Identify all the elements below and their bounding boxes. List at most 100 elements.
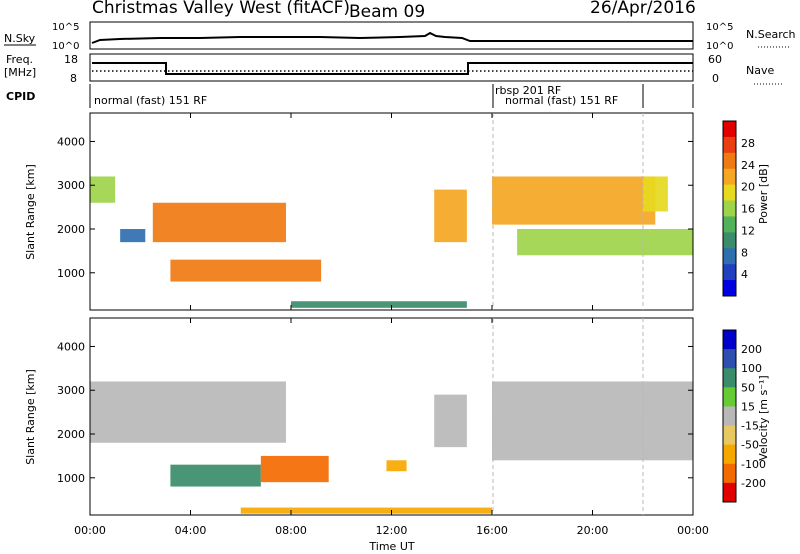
power-colorbar-swatch bbox=[723, 136, 736, 154]
cpid-segment-3: normal (fast) 151 RF bbox=[505, 94, 618, 107]
power-colorbar-swatch bbox=[723, 200, 736, 217]
power-colorbar-swatch bbox=[723, 264, 736, 281]
nsky-trace bbox=[91, 31, 693, 44]
y-tick-label: 4000 bbox=[57, 135, 85, 148]
power-colorbar: 28 24 20 16 12 8 4 bbox=[722, 120, 755, 297]
velocity-echo-region-3 bbox=[260, 455, 329, 483]
cpid-segment-1: normal (fast) 151 RF bbox=[94, 94, 207, 107]
power-colorbar-tick-label: 4 bbox=[741, 268, 748, 281]
power-colorbar-swatch bbox=[723, 248, 736, 265]
velocity-colorbar-tick-label: 15 bbox=[741, 400, 755, 413]
power-colorbar-tick-label: 24 bbox=[741, 159, 755, 172]
velocity-panel: 1000 2000 3000 4000 Slant Range [km] bbox=[24, 317, 694, 516]
velocity-colorbar-tick-label: 50 bbox=[741, 381, 755, 394]
power-echo-region-9 bbox=[291, 301, 467, 308]
velocity-colorbar-swatch bbox=[723, 463, 736, 484]
power-echo-region-1 bbox=[152, 202, 286, 243]
nsearch-tick-top: 10^5 bbox=[706, 22, 733, 33]
velocity-colorbar-swatch bbox=[723, 425, 736, 446]
velocity-echo-region-1 bbox=[90, 381, 286, 443]
velocity-y-axis-label: Slant Range [km] bbox=[24, 369, 37, 465]
power-echo-region-7 bbox=[517, 229, 693, 256]
beam-label: Beam 09 bbox=[349, 2, 425, 22]
velocity-echo-region-2 bbox=[170, 464, 261, 487]
nsky-label: N.Sky bbox=[4, 32, 36, 45]
velocity-colorbar-swatch bbox=[723, 387, 736, 407]
cpid-segment-2: rbsp 201 RF bbox=[495, 84, 561, 97]
velocity-colorbar-label: Velocity [m s⁻¹] bbox=[757, 375, 770, 460]
x-tick-label: 20:00 bbox=[577, 524, 609, 537]
x-tick-label: 16:00 bbox=[476, 524, 508, 537]
nsky-tick-top: 10^5 bbox=[52, 22, 79, 33]
time-x-ticks: 00:00 04:00 08:00 12:00 16:00 20:00 00:00 bbox=[74, 113, 709, 537]
power-colorbar-swatch bbox=[723, 152, 736, 170]
velocity-colorbar-swatch bbox=[723, 349, 736, 369]
velocity-echo-region-6 bbox=[386, 460, 407, 472]
freq-tick-top: 18 bbox=[64, 53, 78, 66]
x-tick-label: 00:00 bbox=[677, 524, 709, 537]
power-echo-region-5 bbox=[434, 189, 467, 243]
velocity-echo-region-5 bbox=[492, 381, 693, 461]
power-panel: 1000 2000 3000 4000 Slant Range [km] bbox=[24, 112, 694, 311]
velocity-colorbar-tick-label: -200 bbox=[741, 477, 766, 490]
velocity-colorbar-tick-label: -100 bbox=[741, 458, 766, 471]
y-tick-label: 1000 bbox=[57, 267, 85, 280]
freq-tick-bottom: 8 bbox=[70, 72, 77, 85]
velocity-colorbar-swatch bbox=[723, 444, 736, 465]
velocity-colorbar-tick-label: -50 bbox=[741, 439, 759, 452]
x-tick-label: 00:00 bbox=[74, 524, 106, 537]
nsearch-label: N.Search bbox=[746, 28, 796, 41]
freq-trace bbox=[92, 62, 693, 75]
y-tick-label: 1000 bbox=[57, 472, 85, 485]
freq-label-2: [MHz] bbox=[4, 66, 36, 79]
x-tick-label: 08:00 bbox=[275, 524, 307, 537]
velocity-colorbar-swatch bbox=[723, 368, 736, 388]
power-colorbar-frame bbox=[722, 120, 737, 297]
x-axis-label: Time UT bbox=[368, 540, 414, 553]
power-colorbar-tick-label: 20 bbox=[741, 181, 755, 194]
velocity-colorbar-tick-label: 100 bbox=[741, 362, 762, 375]
nsky-panel: N.Sky 10^5 10^0 10^5 10^0 N.Search bbox=[4, 21, 796, 52]
power-colorbar-swatch bbox=[723, 168, 736, 186]
cpid-panel: CPID normal (fast) 151 RF rbsp 201 RF no… bbox=[6, 84, 694, 108]
power-echo-region-4 bbox=[120, 229, 146, 243]
power-colorbar-tick-label: 28 bbox=[741, 137, 755, 150]
y-tick-label: 2000 bbox=[57, 428, 85, 441]
power-colorbar-label: Power [dB] bbox=[757, 164, 770, 224]
power-heatmap bbox=[90, 176, 693, 308]
velocity-colorbar-swatch bbox=[723, 330, 736, 350]
x-tick-label: 12:00 bbox=[376, 524, 408, 537]
velocity-y-ticks: 1000 2000 3000 4000 bbox=[57, 340, 693, 485]
velocity-heatmap bbox=[90, 381, 693, 514]
y-tick-label: 3000 bbox=[57, 179, 85, 192]
date-label: 26/Apr/2016 bbox=[590, 0, 696, 18]
velocity-colorbar-swatch bbox=[723, 482, 736, 503]
x-tick-label: 04:00 bbox=[175, 524, 207, 537]
power-colorbar-tick-label: 8 bbox=[741, 246, 748, 259]
power-colorbar-swatch bbox=[723, 216, 736, 233]
y-tick-label: 4000 bbox=[57, 340, 85, 353]
nsky-tick-bottom: 10^0 bbox=[52, 41, 79, 52]
power-colorbar-swatch bbox=[723, 184, 736, 202]
y-tick-label: 3000 bbox=[57, 384, 85, 397]
nave-label: Nave bbox=[746, 64, 774, 77]
nsearch-tick-bottom: 10^0 bbox=[706, 41, 733, 52]
power-y-ticks: 1000 2000 3000 4000 bbox=[57, 135, 693, 280]
power-echo-region-3 bbox=[90, 176, 116, 203]
nave-tick-top: 60 bbox=[708, 53, 722, 66]
power-echo-region-6 bbox=[492, 176, 656, 225]
power-echo-region-8 bbox=[642, 176, 668, 212]
freq-nave-panel: Freq. [MHz] 18 8 60 0 Nave bbox=[4, 53, 782, 85]
power-colorbar-swatch bbox=[723, 280, 736, 297]
y-tick-label: 2000 bbox=[57, 223, 85, 236]
power-echo-region-2 bbox=[170, 259, 322, 282]
velocity-echo-region-7 bbox=[240, 507, 492, 514]
velocity-colorbar-frame bbox=[722, 329, 737, 503]
cpid-label: CPID bbox=[6, 90, 35, 103]
power-colorbar-tick-label: 12 bbox=[741, 224, 755, 237]
nave-tick-bottom: 0 bbox=[712, 72, 719, 85]
power-colorbar-tick-label: 16 bbox=[741, 203, 755, 216]
power-colorbar-swatch bbox=[723, 121, 736, 138]
power-colorbar-swatch bbox=[723, 232, 736, 249]
